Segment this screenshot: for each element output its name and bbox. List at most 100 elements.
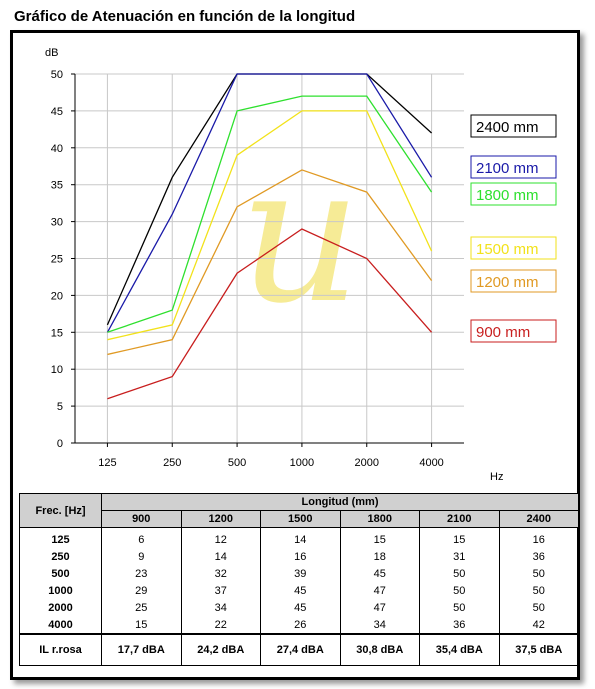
table-row: 125 6 12 14 15 15 16 xyxy=(19,527,579,548)
legend-label: 2400 mm xyxy=(476,119,539,136)
freq-cell: 500 xyxy=(19,565,102,582)
value-cell: 14 xyxy=(180,548,261,565)
value-cell: 50 xyxy=(498,565,579,582)
legend-box xyxy=(470,269,557,293)
x-tick-label: 4000 xyxy=(419,457,443,469)
value-cell: 12 xyxy=(180,527,261,548)
attenuation-table: Frec. [Hz] Longitud (mm) 900 1200 1500 1800… xyxy=(19,493,579,666)
series-line xyxy=(107,110,433,341)
value-cell: 47 xyxy=(339,582,420,599)
series-line xyxy=(107,95,433,333)
table-body: 125 6 12 14 15 15 16 250 9 14 16 18 31 36 500 23 32 39 45 5… xyxy=(19,527,579,666)
value-cell: 50 xyxy=(498,599,579,616)
value-cell: 15 xyxy=(101,616,182,634)
value-cell: 34 xyxy=(180,599,261,616)
value-cell: 45 xyxy=(339,565,420,582)
freq-cell: 1000 xyxy=(19,582,102,599)
freq-header: Frec. [Hz] xyxy=(19,493,102,528)
chart-legend: 2400 mm 2100 mm 1800 mm 1500 mm 1200 mm 900 m… xyxy=(470,114,557,343)
length-column-header: 2100 xyxy=(419,510,500,528)
legend-label: 1200 mm xyxy=(476,274,539,291)
value-cell: 29 xyxy=(101,582,182,599)
legend-label: 1800 mm xyxy=(476,187,539,204)
y-tick-label: 5 xyxy=(57,401,63,413)
freq-cell: 4000 xyxy=(19,616,102,634)
value-cell: 23 xyxy=(101,565,182,582)
il-value-cell: 35,4 dBA xyxy=(419,633,500,666)
y-tick-label: 45 xyxy=(51,106,63,118)
value-cell: 16 xyxy=(498,527,579,548)
value-cell: 32 xyxy=(180,565,261,582)
y-tick-label: 30 xyxy=(51,217,63,229)
legend-box xyxy=(470,236,557,260)
y-tick-label: 20 xyxy=(51,290,63,302)
value-cell: 37 xyxy=(180,582,261,599)
legend-label: 1500 mm xyxy=(476,241,539,258)
length-column-header: 1200 xyxy=(180,510,261,528)
series-line xyxy=(106,73,433,333)
table-row: 250 9 14 16 18 31 36 xyxy=(19,548,579,565)
il-value-cell: 24,2 dBA xyxy=(180,633,261,666)
il-label-cell: IL r.rosa xyxy=(19,633,102,666)
legend-label: 2100 mm xyxy=(476,160,539,177)
il-row: IL r.rosa 17,7 dBA 24,2 dBA 27,4 dBA 30,8 dB… xyxy=(19,633,579,666)
length-column-header: 900 xyxy=(101,510,182,528)
table-row: 500 23 32 39 45 50 50 xyxy=(19,565,579,582)
value-cell: 18 xyxy=(339,548,420,565)
chart-series xyxy=(106,73,433,400)
y-tick-label: 50 xyxy=(51,69,63,81)
y-tick-label: 0 xyxy=(57,438,63,450)
length-column-header: 1500 xyxy=(260,510,341,528)
value-cell: 34 xyxy=(339,616,420,634)
page-title: Gráfico de Atenuación en función de la l… xyxy=(14,8,356,25)
legend-item: 2100 mm xyxy=(470,155,557,179)
value-cell: 26 xyxy=(260,616,341,634)
y-tick-label: 35 xyxy=(51,180,63,192)
freq-cell: 2000 xyxy=(19,599,102,616)
table-row: 2000 25 34 45 47 50 50 xyxy=(19,599,579,616)
watermark-glyph: u xyxy=(239,124,361,345)
value-cell: 47 xyxy=(339,599,420,616)
y-tick-label: 15 xyxy=(51,327,63,339)
il-value-cell: 17,7 dBA xyxy=(101,633,182,666)
value-cell: 36 xyxy=(498,548,579,565)
value-cell: 45 xyxy=(260,599,341,616)
x-tick-label: 2000 xyxy=(355,457,379,469)
series-line xyxy=(107,228,433,400)
y-axis-label: dB xyxy=(45,47,58,59)
value-cell: 15 xyxy=(339,527,420,548)
chart-axes: 0 5 10 15 20 25 30 35 40 45 50 125 250 500 1000 2000 400… xyxy=(45,47,503,483)
legend-item: 1200 mm xyxy=(470,269,557,293)
legend-box xyxy=(470,319,557,343)
legend-box xyxy=(470,114,557,138)
x-tick-label: 250 xyxy=(163,457,181,469)
table-row: 4000 15 22 26 34 36 42 xyxy=(19,616,579,634)
x-axis-label: Hz xyxy=(490,471,503,483)
value-cell: 14 xyxy=(260,527,341,548)
value-cell: 6 xyxy=(101,527,182,548)
value-cell: 16 xyxy=(260,548,341,565)
value-cell: 50 xyxy=(419,599,500,616)
y-tick-label: 40 xyxy=(51,143,63,155)
x-tick-label: 125 xyxy=(98,457,116,469)
length-column-header: 1800 xyxy=(339,510,420,528)
value-cell: 42 xyxy=(498,616,579,634)
value-cell: 25 xyxy=(101,599,182,616)
legend-item: 900 mm xyxy=(470,319,557,343)
freq-cell: 125 xyxy=(19,527,102,548)
il-value-cell: 37,5 dBA xyxy=(498,633,579,666)
length-column-header: 2400 xyxy=(498,510,579,528)
value-cell: 50 xyxy=(419,565,500,582)
watermark-logo: u xyxy=(239,124,361,345)
length-columns-header: 900 1200 1500 1800 2100 2400 xyxy=(20,510,579,528)
x-tick-label: 500 xyxy=(228,457,246,469)
value-cell: 15 xyxy=(419,527,500,548)
length-group-header: Longitud (mm) xyxy=(101,493,579,511)
table-row: 1000 29 37 45 47 50 50 xyxy=(19,582,579,599)
legend-label: 900 mm xyxy=(476,324,530,341)
value-cell: 45 xyxy=(260,582,341,599)
value-cell: 31 xyxy=(419,548,500,565)
value-cell: 9 xyxy=(101,548,182,565)
x-tick-label: 1000 xyxy=(290,457,314,469)
